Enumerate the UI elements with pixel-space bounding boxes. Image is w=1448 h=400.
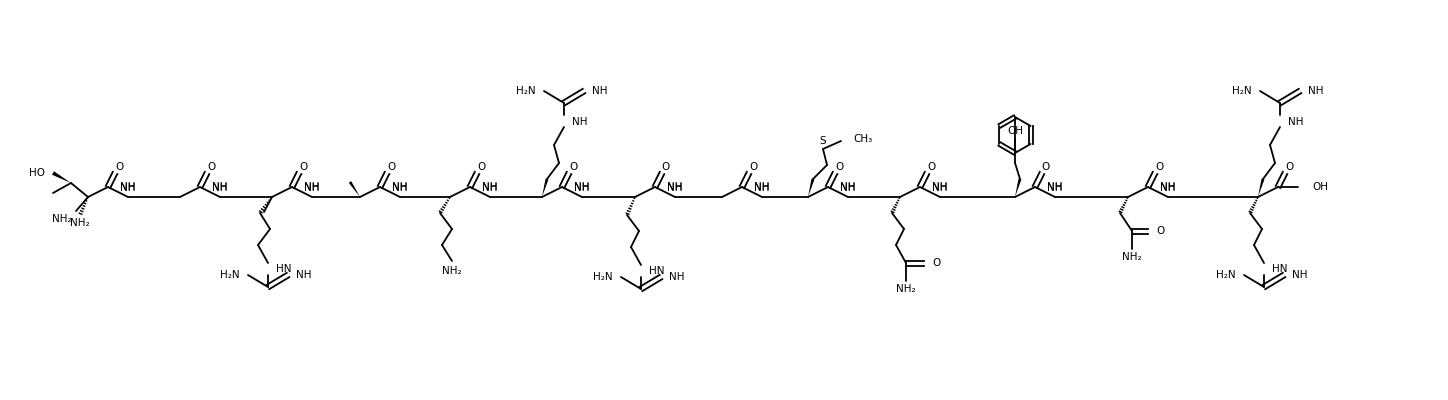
Text: O: O bbox=[569, 162, 578, 172]
Polygon shape bbox=[1015, 178, 1021, 197]
Text: HN: HN bbox=[1271, 264, 1287, 274]
Text: NH: NH bbox=[668, 182, 683, 192]
Text: H₂N: H₂N bbox=[517, 86, 536, 96]
Text: NH: NH bbox=[304, 182, 320, 192]
Text: NH: NH bbox=[482, 183, 498, 193]
Text: NH₂: NH₂ bbox=[896, 284, 915, 294]
Text: NH: NH bbox=[482, 182, 498, 192]
Text: O: O bbox=[933, 258, 940, 268]
Text: NH: NH bbox=[304, 183, 320, 193]
Text: NH: NH bbox=[1160, 182, 1176, 192]
Text: H₂N: H₂N bbox=[1216, 270, 1237, 280]
Text: NH: NH bbox=[572, 117, 588, 127]
Text: HO: HO bbox=[29, 168, 45, 178]
Text: NH: NH bbox=[120, 183, 136, 193]
Text: NH: NH bbox=[120, 182, 136, 192]
Text: NH: NH bbox=[754, 183, 770, 193]
Text: NH: NH bbox=[669, 272, 685, 282]
Text: NH: NH bbox=[840, 182, 856, 192]
Text: NH₂: NH₂ bbox=[52, 214, 72, 224]
Text: O: O bbox=[1284, 162, 1293, 172]
Text: NH: NH bbox=[840, 183, 856, 193]
Text: NH: NH bbox=[668, 183, 683, 193]
Text: NH₂: NH₂ bbox=[442, 266, 462, 276]
Text: NH: NH bbox=[933, 183, 948, 193]
Text: NH: NH bbox=[575, 182, 589, 192]
Text: S: S bbox=[820, 136, 827, 146]
Text: O: O bbox=[298, 162, 307, 172]
Text: HN: HN bbox=[649, 266, 665, 276]
Polygon shape bbox=[808, 178, 814, 197]
Text: O: O bbox=[835, 162, 843, 172]
Text: NH: NH bbox=[1047, 182, 1063, 192]
Text: NH: NH bbox=[592, 86, 608, 96]
Text: NH: NH bbox=[213, 182, 227, 192]
Text: O: O bbox=[114, 162, 123, 172]
Text: H₂N: H₂N bbox=[594, 272, 613, 282]
Polygon shape bbox=[349, 181, 361, 197]
Text: NH: NH bbox=[392, 182, 408, 192]
Text: O: O bbox=[1156, 162, 1163, 172]
Text: H₂N: H₂N bbox=[1232, 86, 1253, 96]
Text: OH: OH bbox=[1312, 182, 1328, 192]
Text: NH: NH bbox=[1292, 270, 1308, 280]
Polygon shape bbox=[52, 171, 71, 183]
Text: O: O bbox=[1156, 226, 1164, 236]
Text: NH: NH bbox=[754, 182, 770, 192]
Text: NH₂: NH₂ bbox=[1122, 252, 1142, 262]
Text: NH: NH bbox=[933, 182, 948, 192]
Text: NH: NH bbox=[575, 183, 589, 193]
Text: NH: NH bbox=[213, 183, 227, 193]
Text: NH: NH bbox=[1047, 183, 1063, 193]
Text: O: O bbox=[927, 162, 935, 172]
Text: NH: NH bbox=[1289, 117, 1303, 127]
Text: O: O bbox=[749, 162, 757, 172]
Text: CH₃: CH₃ bbox=[853, 134, 872, 144]
Text: NH₂: NH₂ bbox=[70, 218, 90, 228]
Text: H₂N: H₂N bbox=[220, 270, 240, 280]
Text: NH: NH bbox=[295, 270, 311, 280]
Text: NH: NH bbox=[392, 183, 408, 193]
Text: HN: HN bbox=[277, 264, 291, 274]
Polygon shape bbox=[542, 178, 549, 197]
Text: OH: OH bbox=[1006, 126, 1022, 136]
Text: NH: NH bbox=[1308, 86, 1323, 96]
Text: NH: NH bbox=[1160, 183, 1176, 193]
Text: O: O bbox=[1043, 162, 1050, 172]
Text: O: O bbox=[387, 162, 395, 172]
Text: O: O bbox=[207, 162, 216, 172]
Text: O: O bbox=[476, 162, 485, 172]
Text: O: O bbox=[662, 162, 670, 172]
Polygon shape bbox=[1258, 178, 1264, 197]
